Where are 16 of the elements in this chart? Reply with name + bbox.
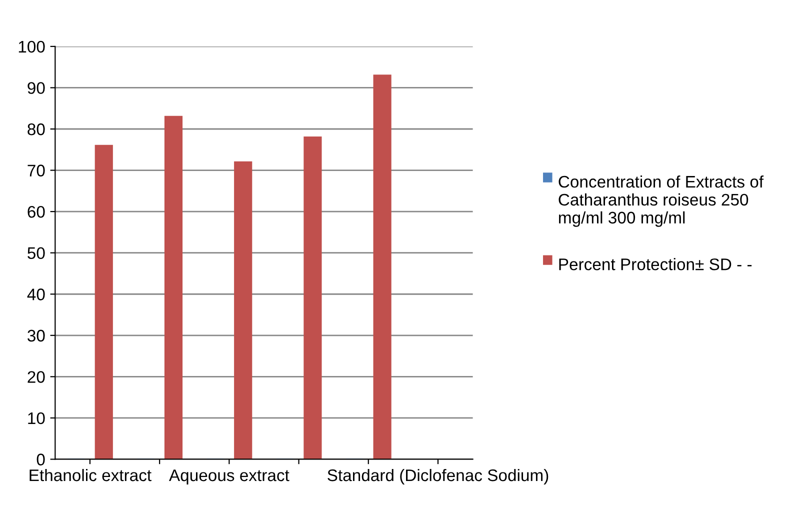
legend-label: Percent Protection± SD - - bbox=[559, 258, 752, 270]
legend-label: Concentration of Extracts of Catharanthus roiseus 250 mg/ml 300 mg/ml bbox=[558, 175, 764, 227]
y-tick-label: 70 bbox=[28, 164, 45, 176]
x-tick-label: Aqueous extract bbox=[168, 470, 290, 484]
x-tick-label: Standard (Diclofenac Sodium) bbox=[328, 468, 548, 484]
y-tick-label: 30 bbox=[28, 330, 45, 342]
y-tick-label: 20 bbox=[28, 371, 45, 383]
y-tick-label: 50 bbox=[28, 247, 45, 260]
y-tick-label: 40 bbox=[27, 288, 45, 300]
y-tick-label: 90 bbox=[28, 82, 45, 94]
y-tick-label: 80 bbox=[28, 123, 45, 136]
y-tick-label: 10 bbox=[28, 412, 45, 424]
x-tick-label: Ethanolic extract bbox=[30, 468, 152, 482]
y-tick-label: 0 bbox=[36, 454, 45, 466]
y-tick-label: 100 bbox=[18, 40, 45, 53]
y-tick-label: 60 bbox=[28, 206, 45, 218]
